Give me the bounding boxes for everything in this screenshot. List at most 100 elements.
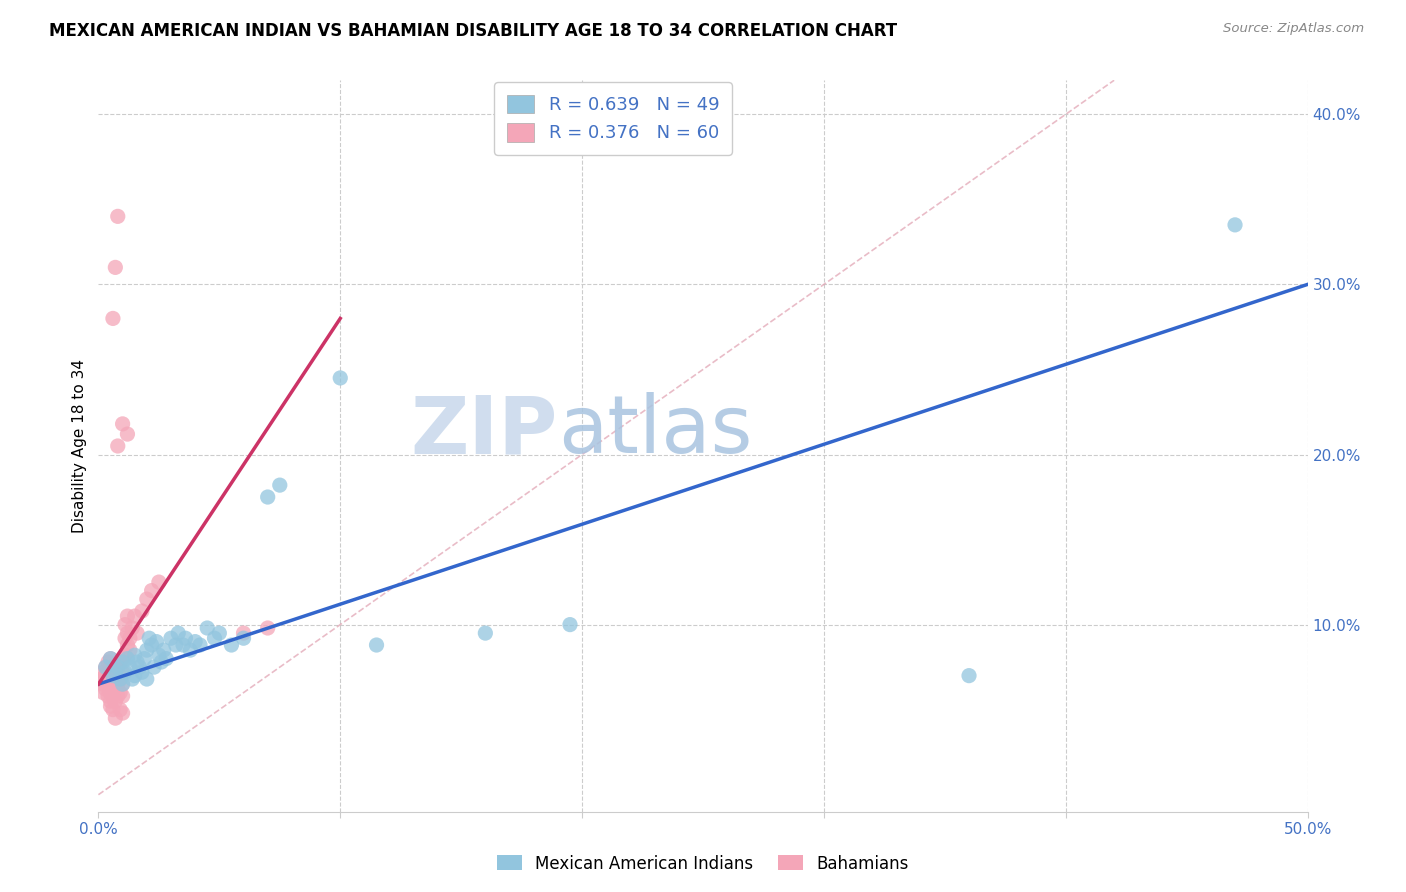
Point: [117, 651, 139, 665]
Point: [111, 417, 134, 431]
Point: [107, 689, 129, 703]
Point: [155, 651, 177, 665]
Point: [256, 621, 278, 635]
Point: [117, 638, 139, 652]
Point: [269, 478, 291, 492]
Y-axis label: Disability Age 18 to 34: Disability Age 18 to 34: [72, 359, 87, 533]
Point: [150, 655, 173, 669]
Point: [97, 665, 120, 680]
Point: [94, 660, 117, 674]
Point: [111, 677, 134, 691]
Point: [232, 626, 254, 640]
Point: [104, 711, 127, 725]
Point: [107, 677, 129, 691]
Point: [167, 626, 190, 640]
Point: [131, 604, 153, 618]
Point: [165, 638, 187, 652]
Point: [90, 672, 112, 686]
Point: [114, 631, 136, 645]
Point: [107, 660, 129, 674]
Text: Source: ZipAtlas.com: Source: ZipAtlas.com: [1223, 22, 1364, 36]
Point: [256, 490, 278, 504]
Point: [114, 648, 136, 663]
Point: [152, 643, 174, 657]
Point: [97, 655, 120, 669]
Point: [204, 631, 226, 645]
Point: [131, 665, 153, 680]
Point: [104, 665, 127, 680]
Point: [128, 660, 150, 674]
Point: [184, 634, 207, 648]
Point: [118, 631, 141, 645]
Point: [111, 689, 134, 703]
Point: [101, 703, 124, 717]
Point: [104, 672, 127, 686]
Point: [108, 686, 131, 700]
Point: [174, 631, 197, 645]
Point: [97, 677, 120, 691]
Point: [118, 643, 141, 657]
Point: [208, 626, 231, 640]
Point: [135, 672, 157, 686]
Point: [108, 703, 131, 717]
Text: ZIP: ZIP: [411, 392, 558, 470]
Point: [94, 682, 117, 697]
Point: [100, 651, 122, 665]
Text: MEXICAN AMERICAN INDIAN VS BAHAMIAN DISABILITY AGE 18 TO 34 CORRELATION CHART: MEXICAN AMERICAN INDIAN VS BAHAMIAN DISA…: [49, 22, 897, 40]
Point: [100, 660, 122, 674]
Point: [127, 626, 149, 640]
Point: [135, 592, 157, 607]
Point: [111, 706, 134, 720]
Point: [108, 672, 131, 686]
Point: [111, 677, 134, 691]
Point: [143, 660, 166, 674]
Point: [474, 626, 496, 640]
Point: [100, 672, 122, 686]
Point: [100, 686, 122, 700]
Text: atlas: atlas: [558, 392, 752, 470]
Point: [172, 638, 194, 652]
Point: [124, 609, 146, 624]
Point: [121, 672, 143, 686]
Point: [114, 665, 136, 680]
Point: [141, 638, 163, 652]
Point: [221, 638, 243, 652]
Point: [107, 439, 129, 453]
Point: [100, 651, 122, 665]
Point: [179, 643, 201, 657]
Point: [117, 626, 139, 640]
Point: [957, 668, 980, 682]
Point: [94, 668, 117, 682]
Point: [366, 638, 388, 652]
Point: [124, 648, 146, 663]
Point: [117, 609, 139, 624]
Point: [232, 631, 254, 645]
Point: [148, 575, 170, 590]
Legend: R = 0.639   N = 49, R = 0.376   N = 60: R = 0.639 N = 49, R = 0.376 N = 60: [495, 82, 731, 155]
Point: [141, 583, 163, 598]
Point: [134, 651, 156, 665]
Point: [160, 631, 183, 645]
Point: [101, 677, 124, 691]
Point: [94, 660, 117, 674]
Point: [135, 643, 157, 657]
Point: [104, 665, 127, 680]
Point: [91, 686, 114, 700]
Point: [117, 427, 139, 442]
Point: [104, 694, 127, 708]
Point: [195, 621, 218, 635]
Point: [108, 672, 131, 686]
Point: [121, 621, 143, 635]
Point: [138, 631, 160, 645]
Point: [1223, 218, 1246, 232]
Point: [124, 668, 146, 682]
Point: [188, 638, 211, 652]
Point: [114, 617, 136, 632]
Point: [101, 668, 124, 682]
Point: [118, 660, 141, 674]
Point: [101, 311, 124, 326]
Point: [111, 651, 134, 665]
Point: [111, 655, 134, 669]
Point: [101, 689, 124, 703]
Point: [107, 210, 129, 224]
